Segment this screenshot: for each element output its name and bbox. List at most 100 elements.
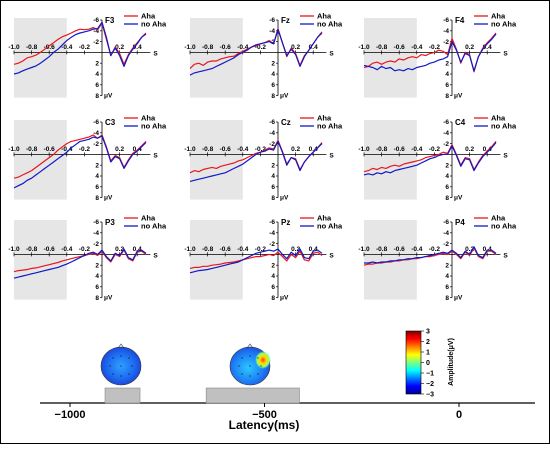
y-tick-label: -2	[443, 39, 449, 46]
series-line-no-aha	[363, 142, 497, 176]
y-tick-label: 4	[271, 173, 275, 180]
y-tick-label: -6	[443, 219, 449, 226]
electrode-label: P3	[105, 218, 115, 227]
y-unit-label: μV	[104, 93, 113, 100]
x-tick-label: -0.6	[220, 246, 232, 253]
x-tick-label: 0.4	[309, 246, 318, 253]
legend-label: Aha	[317, 214, 332, 223]
x-tick-label: 0.4	[483, 246, 492, 253]
timeline-xlabel: Latency(ms)	[229, 418, 300, 432]
y-tick-label: 4	[95, 273, 99, 280]
x-tick-label: -0.6	[220, 44, 232, 51]
y-tick-label: -6	[269, 17, 275, 24]
electrode-label: F4	[455, 16, 465, 25]
panel-p4: -1.0 -0.8 -0.6 -0.4 -0.2 0.2 0.4 S -6 -4 -2 2 4 6 8 μV P…	[358, 214, 517, 302]
legend-label: Aha	[317, 114, 332, 123]
x-tick-label: -0.4	[411, 246, 423, 253]
legend-label: Aha	[491, 214, 506, 223]
colorbar: 3 2 1 0 −1 −2 −3 Amplitude(μV)	[405, 329, 455, 399]
y-tick-label: -6	[269, 119, 275, 126]
y-tick-label: -4	[269, 28, 275, 35]
colorbar-tick-label: 2	[426, 339, 430, 346]
x-tick-label: -0.4	[237, 146, 249, 153]
x-tick-label: -0.4	[61, 246, 73, 253]
x-tick-label: 0.2	[291, 146, 300, 153]
x-tick-label: -0.8	[26, 146, 38, 153]
x-tick-label: -0.6	[394, 146, 406, 153]
legend-label: no Aha	[141, 20, 167, 29]
colorbar-tick-label: −3	[426, 392, 434, 399]
x-tick-label: -0.6	[394, 44, 406, 51]
x-tick-label: 0.4	[309, 146, 318, 153]
x-unit-label: S	[153, 252, 158, 259]
colorbar-title: Amplitude(μV)	[448, 338, 455, 386]
y-tick-label: 8	[271, 195, 275, 202]
x-tick-label: -1.0	[358, 246, 370, 253]
y-tick-label: 2	[445, 162, 449, 169]
y-tick-label: -6	[269, 219, 275, 226]
x-unit-label: S	[503, 252, 508, 259]
erp-panels: -1.0 -0.8 -0.6 -0.4 -0.2 0.2 0.4 S -6 -4 -2 2 4 6 8 μV F…	[8, 12, 517, 302]
legend-label: no Aha	[317, 222, 343, 231]
y-unit-label: μV	[104, 195, 113, 202]
y-tick-label: -4	[93, 130, 99, 137]
x-tick-label: 0.2	[115, 146, 124, 153]
y-tick-label: 6	[271, 284, 275, 291]
x-unit-label: S	[503, 50, 508, 57]
x-tick-label: -0.8	[202, 246, 214, 253]
series-line-no-aha	[364, 246, 497, 264]
legend-label: Aha	[141, 12, 156, 21]
x-unit-label: S	[329, 252, 334, 259]
y-tick-label: 6	[445, 82, 449, 89]
x-tick-label: -1.0	[8, 146, 20, 153]
y-tick-label: 8	[271, 295, 275, 302]
y-tick-label: -2	[93, 241, 99, 248]
electrode-label: P4	[455, 218, 465, 227]
x-unit-label: S	[329, 50, 334, 57]
y-tick-label: 2	[271, 162, 275, 169]
y-tick-label: 6	[445, 284, 449, 291]
series-line-aha	[189, 250, 323, 269]
series-line-no-aha	[13, 21, 147, 75]
electrode-label: F3	[105, 16, 115, 25]
x-tick-label: 0.2	[465, 146, 474, 153]
colorbar-ticks: 3 2 1 0 −1 −2 −3	[421, 329, 434, 399]
electrode-dots-left	[109, 355, 133, 377]
legend-label: no Aha	[317, 20, 343, 29]
y-tick-label: 6	[95, 284, 99, 291]
head-map-right-hotspot	[255, 351, 271, 369]
colorbar-tick-label: −2	[426, 381, 434, 388]
legend-label: Aha	[141, 214, 156, 223]
x-tick-label: -0.2	[79, 44, 91, 51]
x-unit-label: S	[153, 50, 158, 57]
legend-label: Aha	[141, 114, 156, 123]
time-window	[205, 387, 300, 404]
colorbar-gradient	[405, 330, 422, 395]
series-line-no-aha	[189, 140, 323, 182]
y-tick-label: -6	[443, 119, 449, 126]
x-tick-label: 0.2	[115, 44, 124, 51]
y-tick-label: 6	[271, 184, 275, 191]
panel-c4: -1.0 -0.8 -0.6 -0.4 -0.2 0.2 0.4 S -6 -4 -2 2 4 6 8 μV C…	[358, 114, 517, 202]
timeline-tick-label: 0	[456, 409, 462, 421]
x-tick-label: -1.0	[358, 146, 370, 153]
y-tick-label: 2	[95, 162, 99, 169]
y-tick-label: 6	[95, 184, 99, 191]
x-tick-label: -1.0	[358, 44, 370, 51]
electrode-dots-right	[238, 355, 262, 377]
panel-cz: -1.0 -0.8 -0.6 -0.4 -0.2 0.2 0.4 S -6 -4 -2 2 4 6 8 μV C…	[184, 114, 343, 202]
shaded-interval	[14, 220, 67, 300]
colorbar-tick-label: −1	[426, 371, 434, 378]
y-tick-label: 8	[445, 295, 449, 302]
colorbar-tick-label: 3	[426, 329, 430, 336]
y-unit-label: μV	[454, 195, 463, 202]
x-tick-label: 0.2	[291, 44, 300, 51]
y-tick-label: 8	[445, 93, 449, 100]
y-tick-label: -2	[269, 241, 275, 248]
electrode-label: C3	[105, 118, 116, 127]
legend-label: no Aha	[141, 122, 167, 131]
x-tick-label: 0.4	[483, 146, 492, 153]
y-tick-label: 2	[95, 60, 99, 67]
x-tick-label: -0.8	[26, 246, 38, 253]
